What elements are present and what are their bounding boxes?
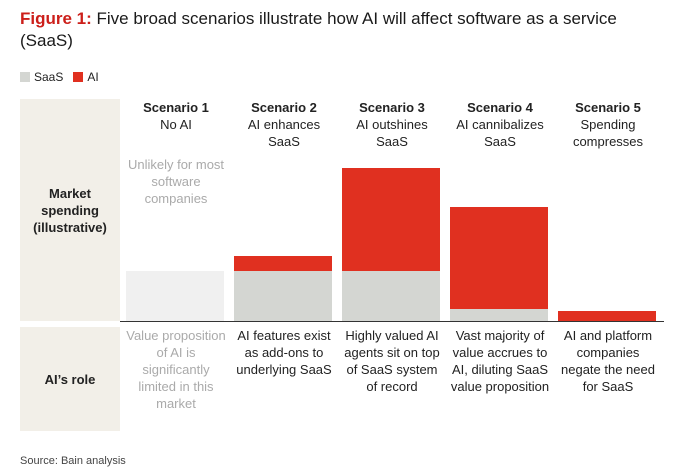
source-note: Source: Bain analysis [20, 455, 126, 467]
scenario-5-subtitle: Spending compresses [572, 117, 644, 149]
bar-saas-scenario-1 [126, 271, 224, 321]
ai-role-panel [20, 327, 120, 431]
scenario-2-role: AI features exist as add-ons to underlyi… [236, 328, 332, 377]
bar-saas-scenario-3 [342, 271, 440, 321]
scenario-2-header: Scenario 2 AI enhances SaaS [232, 99, 336, 150]
legend-saas-swatch [20, 72, 30, 82]
scenario-5-title: Scenario 5 [575, 100, 641, 115]
scenario-5-header: Scenario 5 Spending compresses [556, 99, 660, 150]
scenario-1-header: Scenario 1 No AI [124, 99, 228, 133]
scenario-3-header: Scenario 3 AI outshines SaaS [340, 99, 444, 150]
market-spending-panel [20, 99, 120, 321]
scenario-1-subtitle: No AI [160, 117, 192, 132]
market-spending-label: Market spending (illustrative) [33, 186, 107, 235]
scenario-4-role: Vast majority of value accrues to AI, di… [450, 328, 550, 394]
bar-saas-scenario-2 [234, 271, 332, 321]
unlikely-note: Unlikely for most software companies [127, 157, 225, 206]
figure-title: Figure 1: Five broad scenarios illustrat… [20, 8, 670, 52]
scenario-1-role: Value proposition of AI is significantly… [126, 328, 226, 411]
scenario-5-role: AI and platform companies negate the nee… [561, 328, 655, 394]
scenario-3-title: Scenario 3 [359, 100, 425, 115]
bar-ai-scenario-4 [450, 207, 548, 309]
figure-title-text: Five broad scenarios illustrate how AI w… [20, 9, 617, 50]
scenario-2-title: Scenario 2 [251, 100, 317, 115]
bar-saas-scenario-4 [450, 309, 548, 321]
scenario-3-role: Highly valued AI agents sit on top of Sa… [344, 328, 440, 394]
scenario-3-subtitle: AI outshines SaaS [356, 117, 428, 149]
scenario-1-title: Scenario 1 [143, 100, 209, 115]
legend-saas-label: SaaS [34, 70, 64, 84]
bar-ai-scenario-2 [234, 256, 332, 271]
scenario-2-subtitle: AI enhances SaaS [247, 117, 321, 149]
ai-role-label: AI’s role [44, 372, 96, 387]
legend-ai-swatch [73, 72, 84, 82]
scenario-4-subtitle: AI cannibalizes SaaS [456, 117, 544, 149]
scenario-4-title: Scenario 4 [467, 100, 533, 115]
bar-ai-scenario-3 [342, 168, 440, 271]
bar-ai-scenario-5 [558, 311, 656, 321]
legend: SaaS AI [20, 70, 109, 84]
legend-ai-label: AI [87, 70, 99, 84]
scenario-4-header: Scenario 4 AI cannibalizes SaaS [448, 99, 552, 150]
figure-label: Figure 1: [20, 9, 92, 28]
